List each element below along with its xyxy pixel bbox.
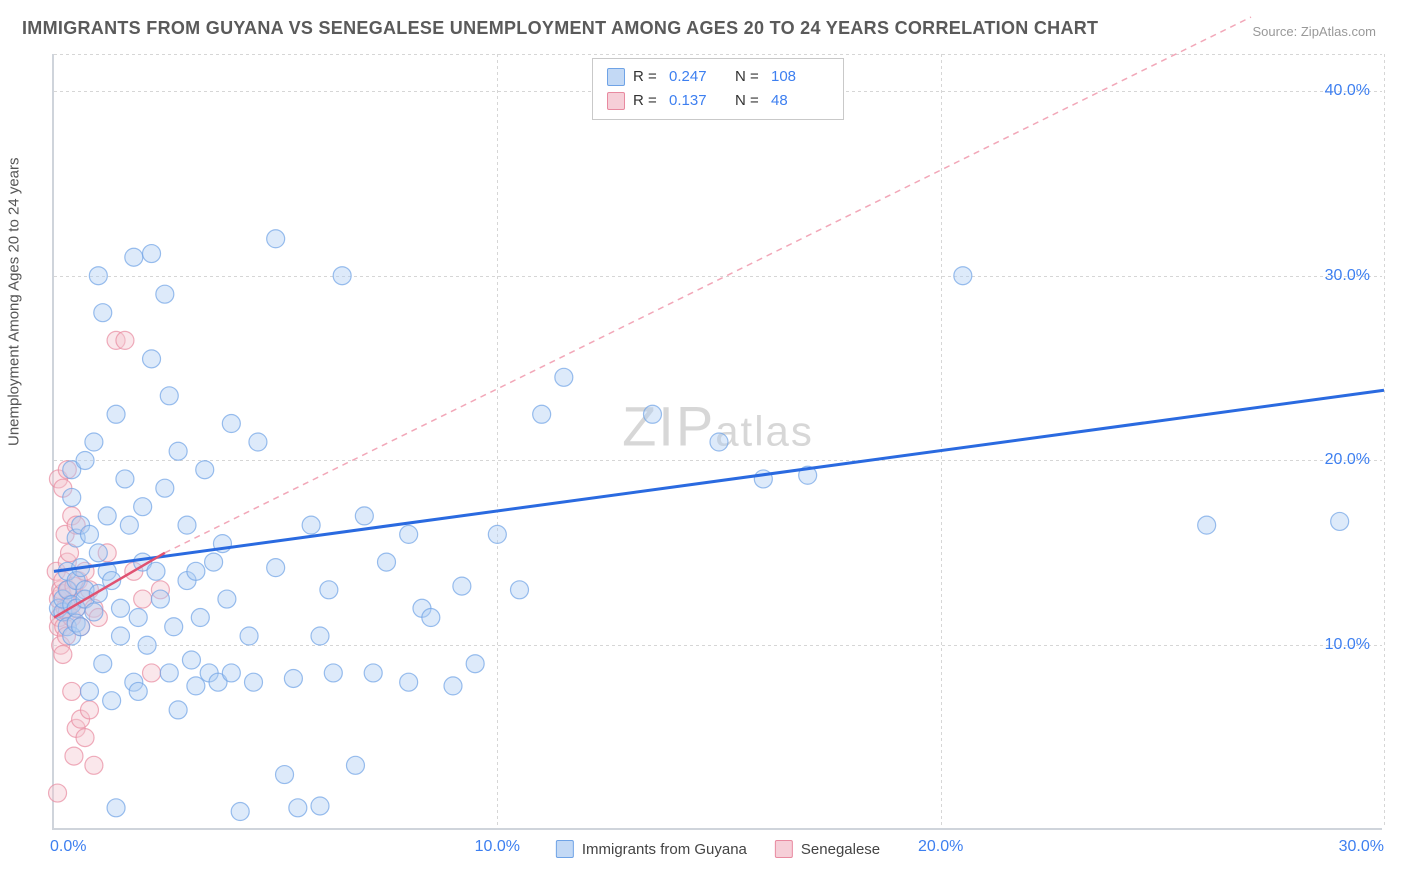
source-attribution: Source: ZipAtlas.com [1252, 24, 1376, 39]
bottom-legend-item-senegalese: Senegalese [775, 840, 880, 858]
legend-stats-row-guyana: R = 0.247 N = 108 [607, 65, 829, 89]
swatch-guyana [607, 68, 625, 86]
stat-n-senegalese: 48 [771, 89, 829, 113]
plot-area: ZIPatlas R = 0.247 N = 108 R = 0.137 N =… [52, 54, 1382, 830]
y-tick: 10.0% [1325, 636, 1370, 654]
legend-label-senegalese: Senegalese [801, 841, 880, 858]
chart-container: IMMIGRANTS FROM GUYANA VS SENEGALESE UNE… [0, 0, 1406, 892]
x-tick: 0.0% [50, 838, 86, 856]
legend-stats-box: R = 0.247 N = 108 R = 0.137 N = 48 [592, 58, 844, 120]
swatch-guyana [556, 840, 574, 858]
stat-label-r: R = [633, 65, 661, 89]
x-tick: 10.0% [475, 838, 520, 856]
stat-label-r: R = [633, 89, 661, 113]
stat-label-n: N = [735, 89, 763, 113]
legend-stats-row-senegalese: R = 0.137 N = 48 [607, 89, 829, 113]
scatter-svg [54, 54, 1382, 828]
stat-label-n: N = [735, 65, 763, 89]
swatch-senegalese [775, 840, 793, 858]
stat-n-guyana: 108 [771, 65, 829, 89]
x-tick: 30.0% [1339, 838, 1384, 856]
y-axis-label: Unemployment Among Ages 20 to 24 years [6, 157, 23, 446]
bottom-legend: Immigrants from Guyana Senegalese [556, 840, 880, 858]
y-tick: 20.0% [1325, 451, 1370, 469]
stat-r-guyana: 0.247 [669, 65, 727, 89]
stat-r-senegalese: 0.137 [669, 89, 727, 113]
y-tick: 40.0% [1325, 82, 1370, 100]
swatch-senegalese [607, 92, 625, 110]
chart-title: IMMIGRANTS FROM GUYANA VS SENEGALESE UNE… [22, 18, 1098, 39]
y-tick: 30.0% [1325, 267, 1370, 285]
bottom-legend-item-guyana: Immigrants from Guyana [556, 840, 747, 858]
legend-label-guyana: Immigrants from Guyana [582, 841, 747, 858]
x-tick: 20.0% [918, 838, 963, 856]
